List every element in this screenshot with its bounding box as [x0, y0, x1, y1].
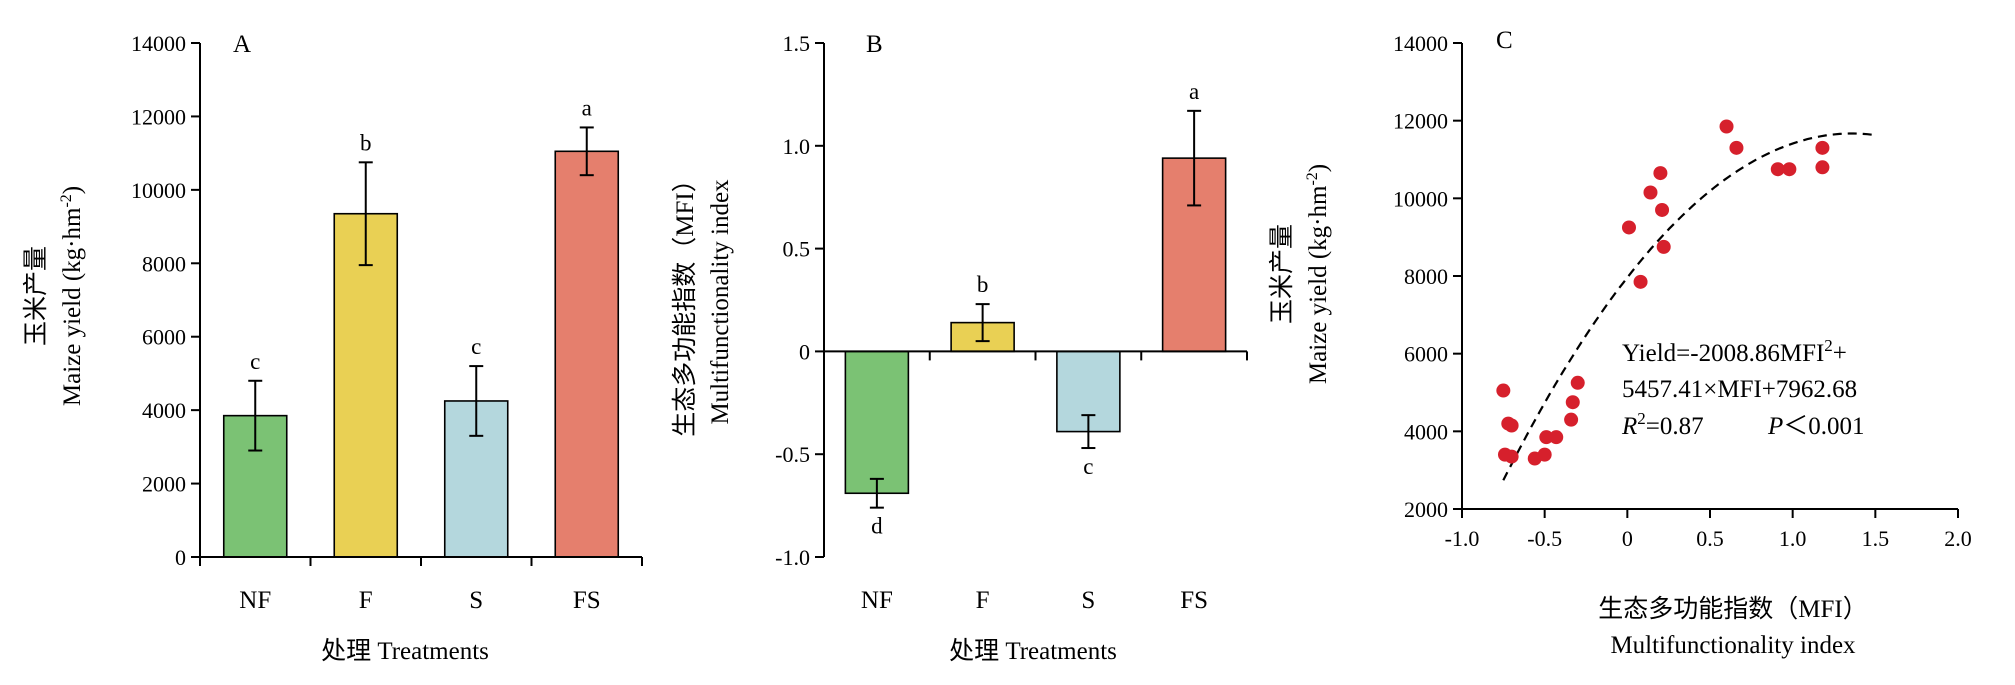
y-tick-label: 12000 [131, 104, 186, 129]
category-label-F: F [359, 587, 373, 614]
panel-c: C 2000 4000 6000 8000 10000 12000 14000 -1.0 -0.… [1268, 27, 1972, 659]
panel-c-x-axis-title-cn: 生态多功能指数（MFI） [1598, 595, 1867, 623]
data-point [1815, 140, 1830, 155]
x-tick-label: 1.5 [1862, 526, 1890, 551]
data-point [1570, 375, 1585, 390]
x-tick-label: 2.0 [1944, 526, 1972, 551]
significance-label-F: b [360, 130, 372, 155]
y-tick-label: 0.5 [783, 237, 811, 262]
y-tick-label: 2000 [142, 472, 186, 497]
panel-label-b: B [866, 31, 883, 58]
y-tick-label: 0 [799, 339, 810, 364]
panel-a-bars: c NF b Fc Sa FS [222, 95, 620, 614]
panel-c-r-squared: R2=0.87 [1621, 409, 1704, 440]
data-point [1504, 449, 1519, 464]
y-tick-label: 0 [175, 545, 186, 570]
data-point [1719, 119, 1734, 134]
y-tick-label: -0.5 [775, 442, 810, 467]
significance-label-S: c [471, 334, 481, 359]
data-point [1815, 160, 1830, 175]
panel-label-a: A [233, 31, 251, 58]
category-label-NF: NF [239, 587, 271, 614]
significance-label-NF: d [871, 514, 883, 539]
panel-a: A c NF b Fc Sa FS 0 2000 4000 6000 8000 10000 12000… [22, 31, 643, 665]
data-point [1621, 220, 1636, 235]
panel-b-bars: d NF b Fc Sa FS [844, 79, 1227, 614]
significance-label-S: c [1083, 454, 1093, 479]
data-point [1633, 274, 1648, 289]
y-tick-label: 8000 [1404, 264, 1448, 289]
data-point [1656, 239, 1671, 254]
y-tick-label: 1.0 [783, 134, 811, 159]
data-point [1653, 166, 1668, 181]
panel-c-x-axis-title-en: Multifunctionality index [1610, 632, 1856, 659]
data-point [1770, 162, 1785, 177]
y-tick-label: -1.0 [775, 545, 810, 570]
data-point [1565, 395, 1580, 410]
panel-a-y-axis-title-en: Maize yield (kg·hm-2) [58, 186, 86, 406]
bar-FS [554, 150, 620, 558]
significance-label-FS: a [582, 95, 592, 120]
panel-b-y-axis-title-cn: 生态多功能指数（MFI） [671, 167, 699, 436]
x-tick-label: 0.5 [1696, 526, 1724, 551]
y-tick-label: 6000 [1404, 342, 1448, 367]
panel-c-points [1496, 119, 1830, 466]
data-point [1549, 430, 1564, 445]
category-label-S: S [1081, 587, 1095, 614]
panel-c-y-axis-title-en: Maize yield (kg·hm-2) [1304, 164, 1332, 384]
x-tick-label: -0.5 [1527, 526, 1562, 551]
bar-NF [844, 350, 910, 495]
y-tick-label: 10000 [131, 178, 186, 203]
data-point [1496, 383, 1511, 398]
category-label-F: F [976, 587, 990, 614]
data-point [1504, 418, 1519, 433]
y-tick-label: 8000 [142, 251, 186, 276]
category-label-NF: NF [861, 587, 893, 614]
panel-c-equation-line1: Yield=-2008.86MFI2+ [1622, 336, 1847, 367]
x-tick-label: -1.0 [1445, 526, 1480, 551]
panel-label-c: C [1496, 27, 1513, 54]
y-tick-label: 4000 [142, 398, 186, 423]
data-point [1539, 430, 1554, 445]
panel-b-y-axis-title-en: Multifunctionality index [707, 179, 734, 425]
panel-c-y-axis-title-cn: 玉米产量 [1268, 224, 1296, 324]
panel-a-y-axis-title-cn: 玉米产量 [22, 246, 50, 346]
data-point [1643, 185, 1658, 200]
y-tick-label: 1.5 [783, 31, 811, 56]
x-tick-label: 0 [1622, 526, 1633, 551]
data-point [1564, 412, 1579, 427]
significance-label-F: b [977, 272, 989, 297]
y-tick-label: 14000 [131, 31, 186, 56]
panel-c-p-value: P＜0.001 [1767, 413, 1865, 440]
y-tick-label: 12000 [1393, 109, 1448, 134]
significance-label-NF: c [250, 349, 260, 374]
y-tick-label: 6000 [142, 325, 186, 350]
panel-a-axes: 0 2000 4000 6000 8000 10000 12000 14000 [131, 31, 643, 570]
category-label-FS: FS [1180, 587, 1208, 614]
category-label-FS: FS [573, 587, 601, 614]
data-point [1655, 202, 1670, 217]
panel-b: B d NF b Fc Sa FS -1.0 -0.5 0 0.5 1.0 1.5 处理 Treat… [671, 31, 1248, 665]
panel-c-fit-curve [1502, 132, 1873, 481]
panel-c-equation-line2: 5457.41×MFI+7962.68 [1622, 376, 1857, 403]
panel-b-x-axis-title: 处理 Treatments [949, 637, 1117, 665]
y-tick-label: 4000 [1404, 419, 1448, 444]
category-label-S: S [469, 587, 483, 614]
data-point [1782, 162, 1797, 177]
y-tick-label: 2000 [1404, 497, 1448, 522]
panel-a-x-axis-title: 处理 Treatments [321, 637, 489, 665]
data-point [1537, 447, 1552, 462]
panel-c-axes: 2000 4000 6000 8000 10000 12000 14000 -1.0 -0.5 0… [1393, 31, 1972, 551]
significance-label-FS: a [1189, 79, 1199, 104]
x-tick-label: 1.0 [1779, 526, 1807, 551]
panel-b-axes: -1.0 -0.5 0 0.5 1.0 1.5 [775, 31, 1248, 570]
y-tick-label: 10000 [1393, 186, 1448, 211]
data-point [1729, 140, 1744, 155]
y-tick-label: 14000 [1393, 31, 1448, 56]
